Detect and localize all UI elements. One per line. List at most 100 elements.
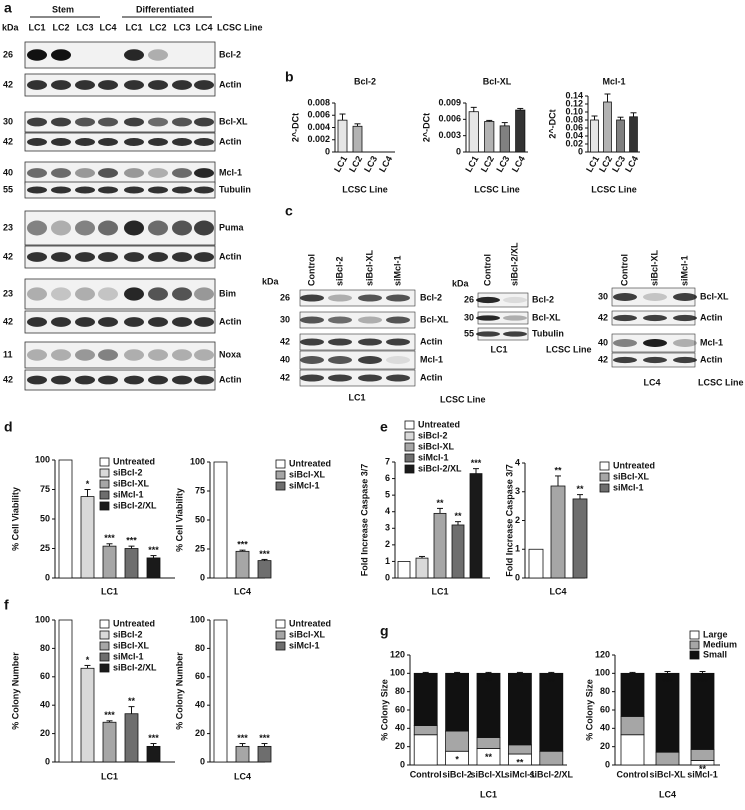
legend-swatch: [275, 630, 286, 640]
blot-band: [124, 349, 144, 361]
blot-band: [124, 80, 144, 90]
y-tick-label: 0: [200, 572, 205, 582]
legend-swatch: [404, 442, 415, 452]
protein-label: Bcl-2: [420, 292, 442, 302]
bar: [146, 557, 161, 579]
bar: [469, 473, 483, 579]
y-tick-label: 50: [195, 514, 205, 524]
legend-swatch: [99, 641, 110, 651]
legend-swatch: [275, 641, 286, 651]
legend-label: Untreated: [613, 460, 655, 470]
protein-label: Actin: [219, 79, 242, 89]
significance: *: [86, 479, 90, 489]
blot-band: [27, 186, 47, 194]
y-tick-label: 0.006: [438, 114, 461, 124]
blot-band: [476, 315, 500, 321]
x-tick-label: LC1: [332, 154, 349, 174]
y-tick-label: 0: [200, 756, 205, 766]
y-tick-label: 0.004: [307, 122, 330, 132]
x-tick-label: siBcl-2/XL: [530, 769, 574, 779]
blot-band: [51, 252, 71, 262]
y-axis-label: 2^-DCt: [290, 113, 300, 142]
blot-band: [386, 374, 410, 382]
chart-title: Bcl-2: [354, 76, 376, 86]
blot-band: [386, 316, 410, 324]
lane-label: Control: [482, 254, 492, 286]
significance: ***: [237, 540, 248, 550]
y-tick-label: 0.02: [565, 138, 583, 148]
x-tick-label: LC4: [510, 154, 527, 174]
kda-label: 42: [3, 374, 13, 384]
bar: [352, 125, 363, 153]
legend-swatch: [275, 481, 286, 491]
x-axis-label: LC4: [659, 789, 676, 799]
significance: ***: [697, 677, 708, 687]
x-tick-label: LC2: [347, 154, 364, 174]
significance: ***: [237, 733, 248, 743]
bar: [415, 557, 429, 579]
blot-band: [27, 168, 47, 178]
bar: [590, 119, 599, 153]
blot-band: [98, 375, 118, 385]
y-tick-label: 5: [385, 490, 390, 500]
kda-label: 42: [3, 251, 13, 261]
protein-label: Actin: [219, 251, 242, 261]
kda-label: 30: [280, 314, 290, 324]
blot-band: [148, 252, 168, 262]
x-axis-label: LCSC Line: [474, 184, 520, 194]
lane-label: LC2: [52, 22, 69, 32]
legend-swatch: [99, 490, 110, 500]
significance: **: [516, 757, 524, 767]
protein-label: Actin: [420, 336, 443, 346]
blot-band: [27, 252, 47, 262]
legend-label: Medium: [703, 639, 737, 649]
blot-band: [75, 186, 95, 194]
y-tick-label: 60: [195, 671, 205, 681]
bar: [629, 116, 638, 153]
bar: [235, 550, 250, 579]
y-tick-label: 0: [325, 146, 330, 156]
legend-swatch: [404, 453, 415, 463]
y-tick-label: 1: [515, 544, 520, 554]
kda-header: kDa: [2, 22, 20, 32]
blot-band: [51, 220, 71, 236]
kda-label: 26: [3, 49, 13, 59]
panel-label: b: [285, 69, 294, 85]
y-axis-label: % Colony Number: [10, 652, 20, 730]
kda-label: 42: [598, 354, 608, 364]
x-tick-label: LC2: [479, 154, 496, 174]
kda-label: 55: [464, 328, 474, 338]
protein-label: Bim: [219, 288, 236, 298]
y-tick-label: 0.003: [438, 130, 461, 140]
bar: [235, 745, 250, 763]
blot-band: [27, 80, 47, 90]
blot-band: [148, 220, 168, 236]
significance: **: [128, 696, 136, 706]
protein-label: Mcl-1: [420, 354, 443, 364]
y-tick-label: 100: [190, 456, 205, 466]
protein-label: Noxa: [219, 349, 242, 359]
protein-label: Bcl-XL: [420, 314, 449, 324]
blot-band: [358, 316, 382, 324]
bar: [80, 667, 95, 763]
lane-label: siMcl-1: [392, 255, 402, 286]
lane-label: LC4: [99, 22, 116, 32]
blot-band: [503, 331, 527, 337]
protein-label: Actin: [420, 372, 443, 382]
x-tick-label: siMcl-1: [687, 769, 718, 779]
protein-label: Mcl-1: [700, 337, 723, 347]
blot-band: [124, 287, 144, 301]
lane-label: siBcl-XL: [364, 249, 374, 286]
kda-header: kDa: [452, 278, 470, 288]
significance: ***: [104, 533, 115, 543]
bar: [80, 496, 95, 579]
blot-band: [172, 138, 192, 146]
legend-swatch: [99, 663, 110, 673]
protein-label: Bcl-XL: [532, 312, 561, 322]
significance: ***: [126, 536, 137, 546]
bar: [257, 745, 272, 763]
blot-band: [328, 316, 352, 324]
y-tick-label: 80: [195, 643, 205, 653]
x-category-label: LC4: [234, 586, 251, 596]
significance: *: [86, 655, 90, 665]
